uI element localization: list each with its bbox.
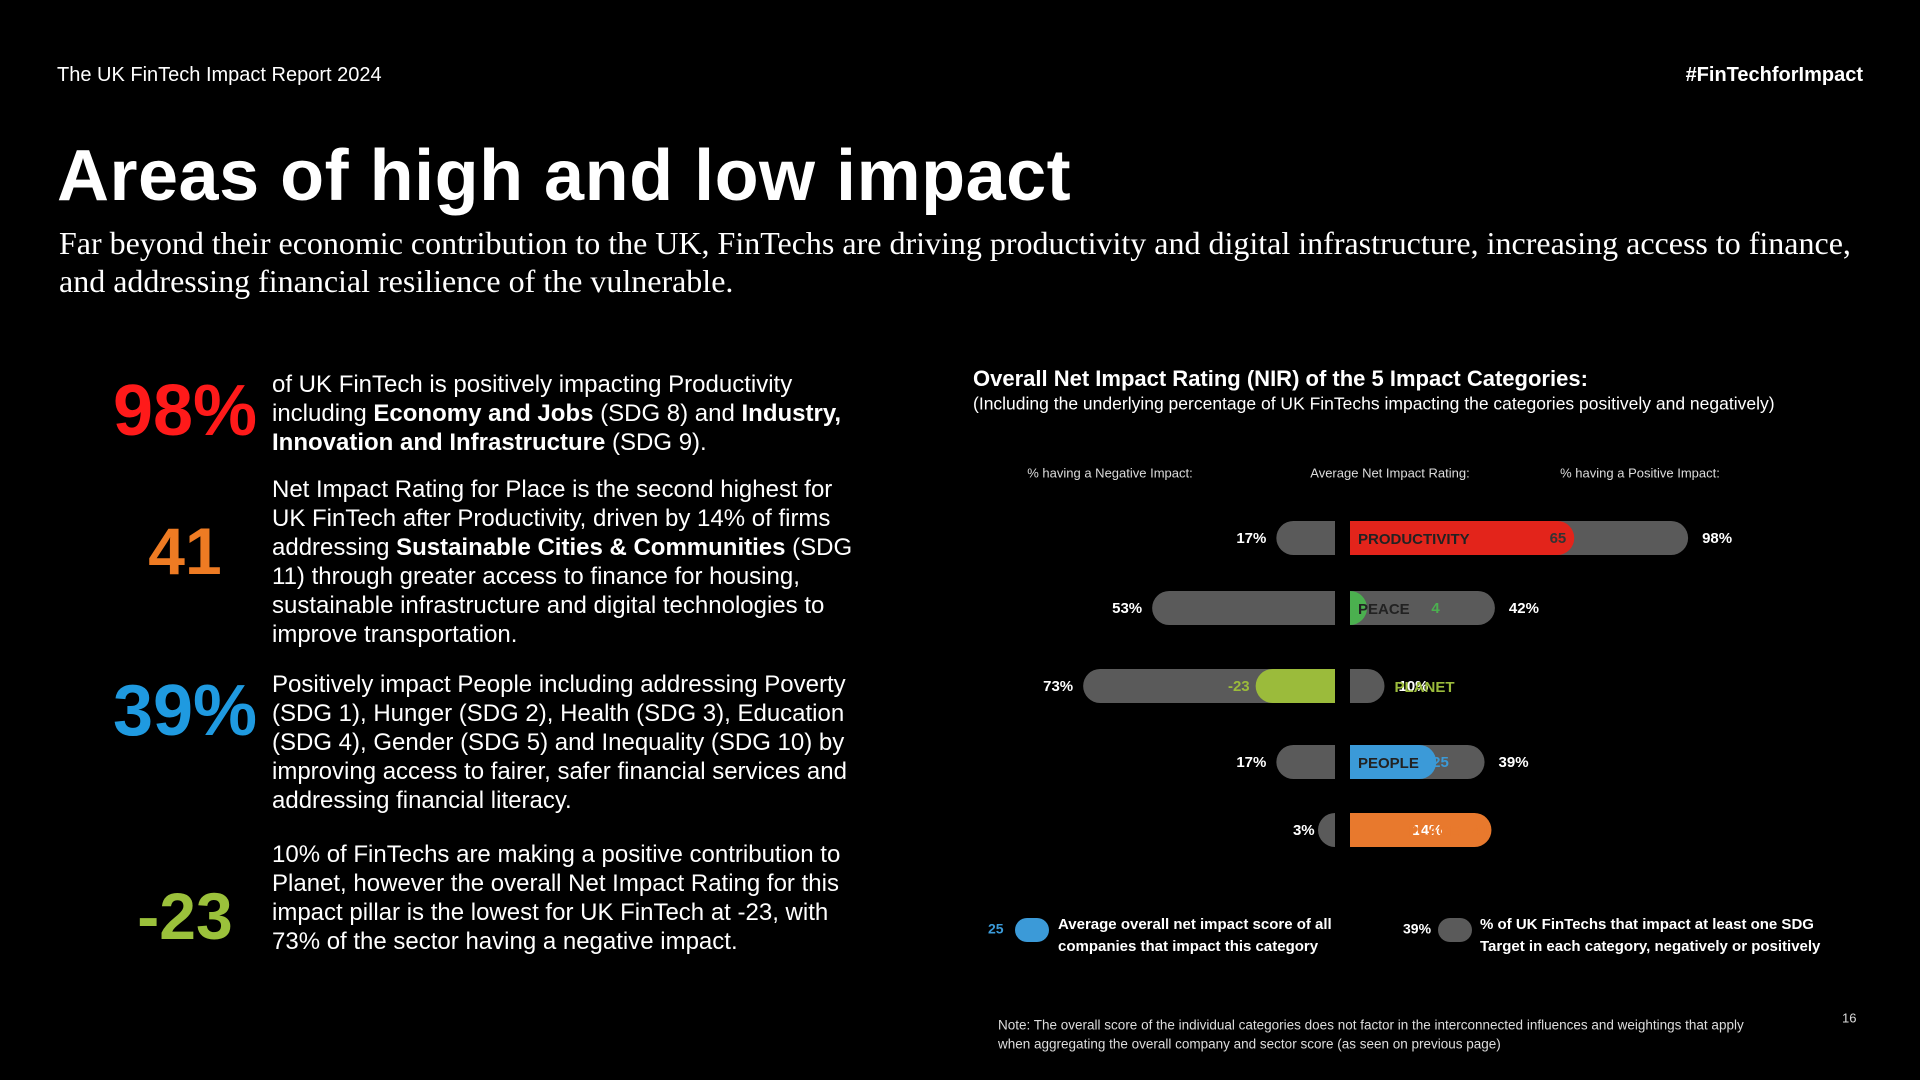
nir-bar [1350, 591, 1367, 625]
page-number: 16 [1842, 1010, 1856, 1025]
column-header: % having a Negative Impact: [1027, 465, 1192, 480]
negative-label: 3% [1293, 822, 1315, 839]
negative-bar [1276, 745, 1335, 779]
chart-title: Overall Net Impact Rating (NIR) of the 5… [973, 366, 1588, 391]
hashtag: #FinTechforImpact [1685, 64, 1863, 86]
negative-label: 17% [1236, 754, 1266, 771]
legend-sample-label: 39% [1403, 921, 1432, 937]
column-header: Average Net Impact Rating: [1310, 465, 1469, 480]
column-header: % having a Positive Impact: [1560, 465, 1720, 480]
legend-text: % of UK FinTechs that impact at least on… [1480, 916, 1814, 933]
note: when aggregating the overall company and… [997, 1037, 1501, 1052]
text-segment: 10% of FinTechs are making a positive co… [272, 841, 841, 955]
legend-text: companies that impact this category [1058, 938, 1319, 955]
positive-label: 14% [1412, 822, 1442, 839]
positive-label: 10% [1399, 678, 1429, 695]
stat-number: -23 [137, 879, 233, 953]
legend-text: Average overall net impact score of all [1058, 916, 1332, 933]
chart-subtitle: (Including the underlying percentage of … [973, 394, 1775, 414]
text-segment: Net Impact Rating for Place is the secon… [272, 476, 833, 561]
negative-label: 73% [1043, 678, 1073, 695]
text-segment: Economy and Jobs [373, 400, 594, 427]
positive-bar [1350, 669, 1385, 703]
stat-text: 10% of FinTechs are making a positive co… [272, 840, 872, 956]
text-segment: Sustainable Cities & Communities [396, 534, 786, 561]
category-label: PRODUCTIVITY [1358, 531, 1470, 548]
nir-bar [1350, 745, 1437, 779]
negative-label: 53% [1112, 600, 1142, 617]
nir-bar [1350, 813, 1492, 847]
category-label: PLACE [1408, 823, 1459, 840]
text-segment: (SDG 8) and [593, 400, 742, 427]
nir-label: -23 [1228, 678, 1250, 695]
stat-text: Positively impact People including addre… [272, 670, 872, 815]
text-segment: (SDG 9). [605, 429, 707, 456]
text-segment: Industry, Innovation and Infrastructure [272, 400, 842, 456]
stat-number: 98% [112, 371, 258, 451]
nir-label: 25 [1432, 754, 1449, 771]
nir-label: 41 [1472, 822, 1489, 839]
category-label: PEOPLE [1358, 755, 1419, 772]
negative-label: 17% [1236, 530, 1266, 547]
nir-bar [1350, 521, 1575, 555]
note: Note: The overall score of the individua… [998, 1018, 1744, 1033]
positive-bar [1350, 591, 1495, 625]
page-subtitle: Far beyond their economic contribution t… [59, 225, 1851, 299]
legend-swatch [1438, 918, 1472, 942]
negative-bar [1152, 591, 1335, 625]
negative-bar [1318, 813, 1335, 847]
legend-text: Target in each category, negatively or p… [1480, 938, 1821, 955]
positive-label: 98% [1702, 530, 1732, 547]
stat-text: Net Impact Rating for Place is the secon… [272, 475, 872, 649]
nir-label: 4 [1431, 600, 1440, 617]
nir-label: 65 [1550, 530, 1567, 547]
stat-number: 41 [148, 514, 222, 588]
text-segment: of UK FinTech is positively impacting Pr… [272, 371, 793, 427]
report-name: The UK FinTech Impact Report 2024 [57, 64, 382, 86]
legend-sample-label: 25 [988, 921, 1004, 937]
positive-label: 39% [1499, 754, 1529, 771]
legend-swatch [1015, 918, 1049, 942]
category-label: PLANET [1395, 679, 1455, 696]
text-segment: (SDG 11) through greater access to finan… [272, 534, 853, 648]
stat-text: of UK FinTech is positively impacting Pr… [272, 370, 872, 457]
stat-number: 39% [112, 671, 258, 751]
category-label: PEACE [1358, 601, 1410, 618]
page-title: Areas of high and low impact [57, 136, 1072, 216]
nir-bar [1255, 669, 1335, 703]
positive-label: 42% [1509, 600, 1539, 617]
text-segment: Positively impact People including addre… [272, 671, 847, 814]
negative-bar [1276, 521, 1335, 555]
